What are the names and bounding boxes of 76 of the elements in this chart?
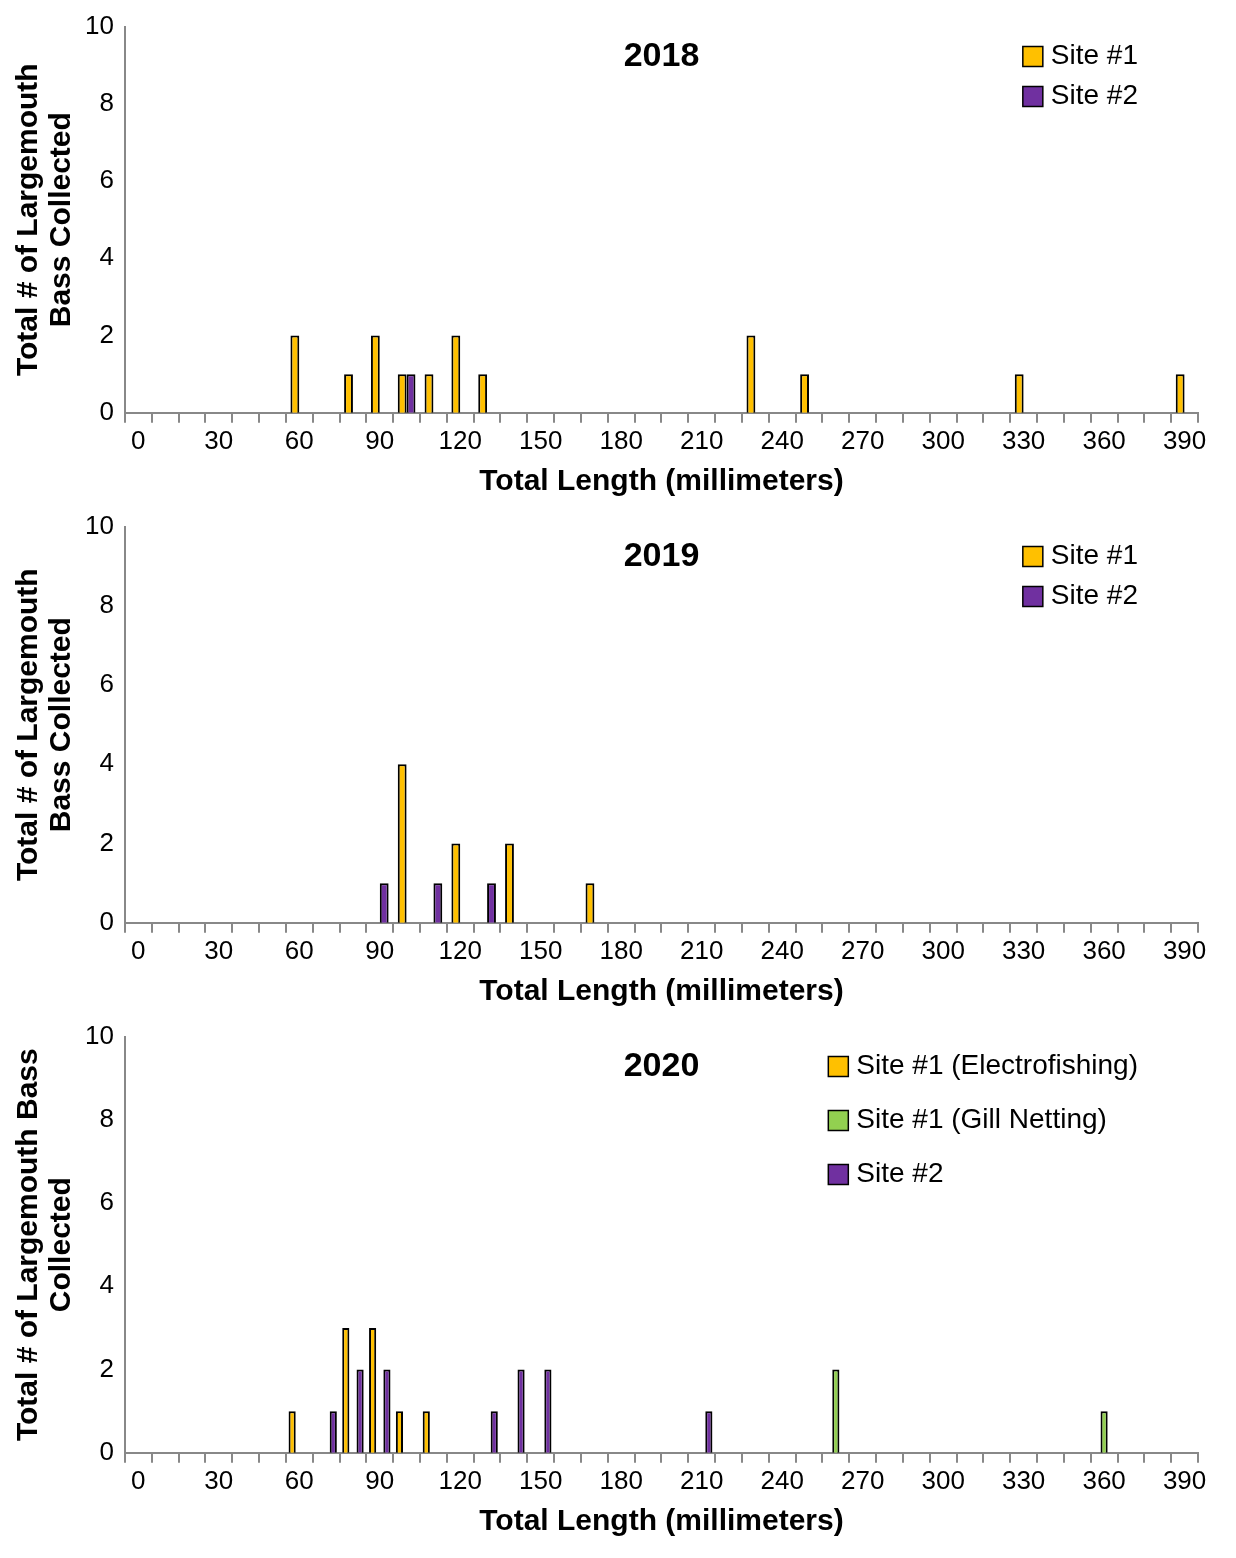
x-tick-label: 90 (365, 934, 395, 965)
y-tick-label: 0 (99, 905, 114, 936)
y-axis-title: Total # of Largemouth Bass Collected (9, 63, 76, 377)
legend-label: Site #2 (856, 1157, 944, 1189)
x-tick-label: 330 (1001, 934, 1046, 965)
x-tick-label: 120 (438, 934, 482, 965)
chart-title: 2018 (623, 34, 700, 73)
x-tick-label: 330 (1001, 1464, 1046, 1495)
x-tick-label: 360 (1082, 934, 1126, 965)
y-tick-label: 2 (99, 318, 114, 349)
x-tick-label: 240 (760, 934, 804, 965)
x-tick-label: 30 (204, 1464, 234, 1495)
x-tick-label: 0 (131, 424, 146, 455)
legend-label: Site #1 (1050, 39, 1138, 71)
x-tick-label: 390 (1162, 1464, 1207, 1495)
x-tick-label: 60 (284, 424, 314, 455)
x-tick-label: 360 (1082, 1464, 1126, 1495)
y-tick-label: 6 (99, 668, 114, 699)
y-tick-label: 2 (99, 826, 114, 857)
x-tick-label: 180 (599, 934, 643, 965)
y-tick-label: 4 (99, 241, 114, 272)
legend-label: Site #1 (Gill Netting) (856, 1103, 1107, 1135)
x-tick-label: 210 (680, 424, 724, 455)
y-tick-label: 10 (85, 1019, 114, 1050)
x-tick-label: 60 (284, 1464, 314, 1495)
y-tick-label: 6 (99, 1186, 114, 1217)
x-tick-label: 180 (599, 1464, 643, 1495)
x-tick-label: 300 (921, 934, 965, 965)
y-tick-label: 8 (99, 589, 114, 620)
x-axis-title: Total Length (millimeters) (479, 973, 844, 1007)
legend-label: Site #2 (1050, 79, 1138, 111)
x-tick-label: 210 (680, 1464, 724, 1495)
x-tick-label: 270 (840, 1464, 885, 1495)
x-axis-title: Total Length (millimeters) (479, 1503, 844, 1537)
x-tick-label: 90 (365, 1464, 395, 1495)
x-tick-label: 120 (438, 1464, 482, 1495)
x-tick-label: 270 (840, 424, 885, 455)
legend-label: Site #1 (1050, 539, 1138, 571)
x-tick-label: 150 (519, 1464, 563, 1495)
x-tick-label: 30 (204, 934, 234, 965)
x-tick-label: 180 (599, 424, 643, 455)
x-tick-label: 390 (1162, 934, 1207, 965)
x-tick-label: 390 (1162, 424, 1207, 455)
y-tick-label: 6 (99, 164, 114, 195)
x-tick-label: 360 (1082, 424, 1126, 455)
legend-label: Site #1 (Electrofishing) (856, 1049, 1139, 1081)
x-tick-label: 210 (680, 934, 724, 965)
y-tick-label: 2 (99, 1352, 114, 1383)
x-tick-label: 150 (519, 934, 563, 965)
y-tick-label: 0 (99, 395, 114, 426)
x-tick-label: 120 (438, 424, 482, 455)
y-axis-title: Total # of Largemouth Bass Collected (9, 1048, 76, 1442)
x-tick-label: 330 (1001, 424, 1046, 455)
x-tick-label: 0 (131, 934, 146, 965)
x-axis-title: Total Length (millimeters) (479, 463, 844, 497)
x-tick-label: 300 (921, 1464, 965, 1495)
y-tick-label: 8 (99, 1103, 114, 1134)
x-tick-label: 240 (760, 424, 804, 455)
x-tick-label: 240 (760, 1464, 804, 1495)
y-tick-label: 4 (99, 747, 114, 778)
x-tick-label: 300 (921, 424, 965, 455)
y-tick-label: 4 (99, 1269, 114, 1300)
y-tick-label: 0 (99, 1435, 114, 1466)
x-tick-label: 0 (131, 1464, 146, 1495)
x-tick-label: 150 (519, 424, 563, 455)
legend-label: Site #2 (1050, 579, 1138, 611)
x-tick-label: 90 (365, 424, 395, 455)
y-tick-label: 10 (85, 509, 114, 540)
chart-title: 2019 (623, 534, 700, 573)
x-tick-label: 60 (284, 934, 314, 965)
y-tick-label: 10 (85, 9, 114, 40)
y-tick-label: 8 (99, 87, 114, 118)
y-axis-title: Total # of Largemouth Bass Collected (9, 568, 76, 882)
chart-title: 2020 (623, 1044, 700, 1083)
x-tick-label: 270 (840, 934, 885, 965)
x-tick-label: 30 (204, 424, 234, 455)
